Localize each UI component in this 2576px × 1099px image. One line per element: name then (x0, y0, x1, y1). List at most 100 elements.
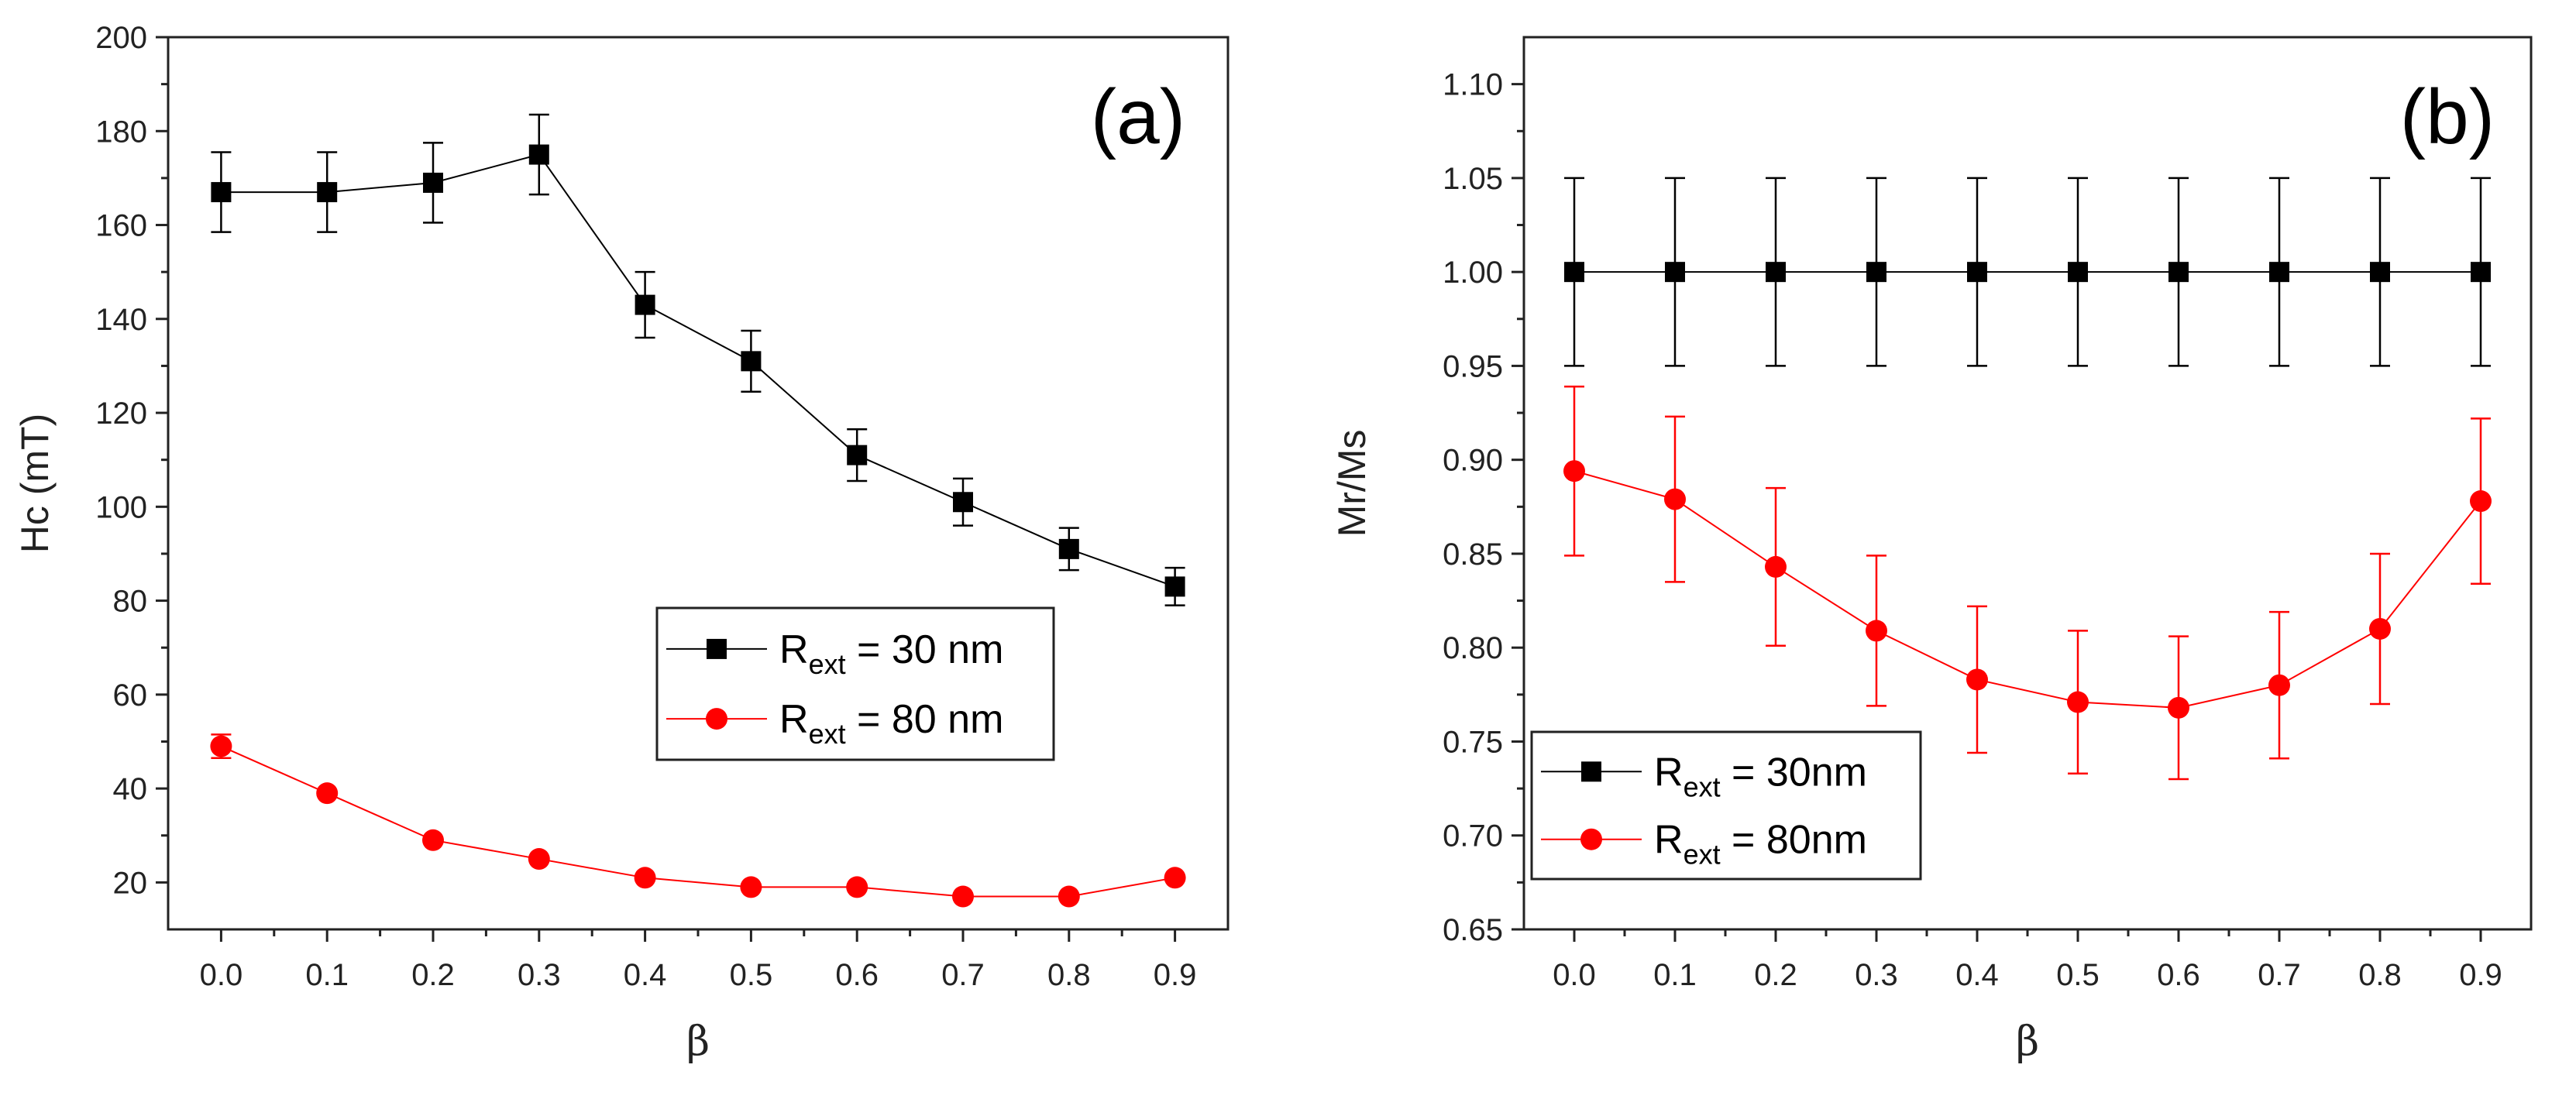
x-tick-label: 0.6 (835, 958, 879, 992)
y-tick-label: 1.00 (1443, 256, 1503, 290)
data-point (847, 445, 868, 465)
y-tick-label: 0.85 (1443, 537, 1503, 572)
y-axis-title: Hc (mT) (13, 414, 57, 554)
y-tick-label: 1.05 (1443, 162, 1503, 196)
legend-label-sub: ext (1684, 839, 1721, 871)
data-point (528, 848, 550, 871)
series-line (220, 745, 1175, 898)
x-tick-label: 0.0 (200, 958, 243, 992)
x-tick-label: 0.1 (305, 958, 349, 992)
legend-label-main: R (779, 697, 809, 742)
legend-label: Rext = 80 nm (779, 697, 1003, 750)
data-point (846, 876, 868, 898)
panel-a-chart: 0.0 0.1 0.2 0.3 0.4 0.5 0.6 0.7 0.8 0.9 20 40 60 80 10… (13, 21, 1230, 1065)
panel-b-chart: 0.0 0.1 0.2 0.3 0.4 0.5 0.6 0.7 0.8 0.9 0.65 0.70 0.… (1330, 36, 2533, 1065)
x-tick-label: 0.9 (1154, 958, 1197, 992)
data-point (423, 172, 443, 193)
y-tick-label: 200 (95, 21, 147, 55)
legend-marker (707, 638, 727, 659)
legend-label: Rext = 30nm (1654, 750, 1867, 802)
data-point (2470, 490, 2492, 513)
data-point (1058, 885, 1080, 908)
x-tick-label: 0.5 (2056, 958, 2100, 992)
data-point (634, 867, 656, 889)
data-point (1765, 555, 1787, 578)
legend-marker (706, 708, 727, 730)
series-line (221, 153, 1175, 588)
data-point (528, 144, 549, 165)
y-tick-label: 1.10 (1443, 68, 1503, 102)
legend-label-main: R (1654, 750, 1684, 795)
data-point (1058, 538, 1079, 559)
data-point (1164, 867, 1186, 889)
legend-entry: Rext = 80nm (1541, 818, 1867, 871)
data-point (1766, 262, 1786, 283)
data-point (1966, 668, 1988, 691)
y-tick-label: 120 (95, 397, 147, 431)
legend-label-rest: = 30 nm (846, 627, 1004, 672)
data-point (1164, 576, 1185, 597)
x-tick-label: 0.2 (1754, 958, 1797, 992)
x-tick-label: 0.1 (1653, 958, 1697, 992)
x-axis-title: β (2016, 1018, 2039, 1065)
y-tick-label: 40 (113, 772, 148, 806)
x-tick-label: 0.2 (411, 958, 455, 992)
y-tick-label: 0.95 (1443, 349, 1503, 383)
data-point (2068, 262, 2088, 283)
y-tick-label: 0.80 (1443, 631, 1503, 665)
x-tick-label: 0.4 (624, 958, 667, 992)
data-point (316, 782, 339, 805)
y-tick-label: 180 (95, 115, 147, 149)
x-tick-label: 0.3 (1855, 958, 1898, 992)
y-tick-label: 80 (113, 585, 148, 619)
legend-label-main: R (1654, 818, 1684, 863)
legend-label: Rext = 80nm (1654, 818, 1867, 871)
legend-label-rest: = 80nm (1721, 818, 1867, 863)
legend-label-sub: ext (809, 648, 846, 680)
data-point (1866, 262, 1886, 283)
x-tick-label: 0.7 (941, 958, 985, 992)
y-tick-label: 0.65 (1443, 913, 1503, 947)
x-tick-label: 0.6 (2157, 958, 2200, 992)
y-tick-label: 0.90 (1443, 444, 1503, 478)
legend-entry: Rext = 30nm (1541, 750, 1867, 802)
data-point (953, 492, 973, 513)
legend-label: Rext = 30 nm (779, 627, 1003, 680)
y-tick-label: 20 (113, 866, 148, 900)
x-tick-label: 0.5 (730, 958, 773, 992)
data-point (1563, 460, 1585, 483)
y-tick-label: 160 (95, 209, 147, 243)
x-tick-label: 0.3 (518, 958, 561, 992)
x-tick-label: 0.4 (1955, 958, 1999, 992)
legend-box (655, 606, 1055, 761)
legend-entry: Rext = 80 nm (666, 697, 1003, 750)
y-tick-label: 0.75 (1443, 725, 1503, 759)
data-point (2269, 262, 2289, 283)
data-point (422, 829, 444, 851)
data-point (2168, 262, 2189, 283)
legend-label-rest: = 80 nm (846, 697, 1004, 742)
series-line (1573, 470, 2481, 709)
legend-label-rest: = 30nm (1721, 750, 1867, 795)
x-tick-label: 0.8 (2358, 958, 2402, 992)
x-tick-label: 0.7 (2258, 958, 2301, 992)
data-point (1564, 262, 1584, 283)
x-tick-label: 0.8 (1047, 958, 1091, 992)
data-point (2067, 691, 2089, 713)
y-tick-label: 100 (95, 490, 147, 524)
data-point (1967, 262, 1987, 283)
legend-marker (1580, 828, 1602, 850)
x-axis-title: β (686, 1018, 710, 1065)
legend-marker (1581, 761, 1601, 782)
data-point (1665, 262, 1685, 283)
y-tick-label: 0.70 (1443, 819, 1503, 853)
series-rext-30 (1564, 177, 2491, 367)
y-tick-label: 140 (95, 303, 147, 337)
legend-label-main: R (779, 627, 809, 672)
y-tick-label: 60 (113, 678, 148, 713)
data-point (740, 876, 762, 898)
data-point (1866, 620, 1887, 642)
legend-box (1530, 730, 1922, 881)
data-point (211, 182, 232, 203)
data-point (1664, 488, 1686, 510)
